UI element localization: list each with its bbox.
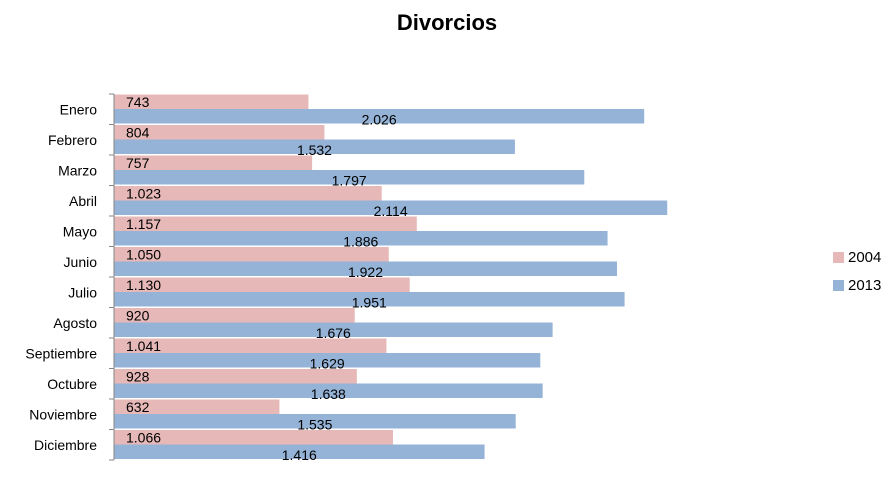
category-label: Mayo	[63, 223, 97, 239]
bar-2013	[114, 200, 668, 215]
category-label: Octubre	[47, 376, 97, 392]
bar-2004	[114, 308, 355, 323]
data-label-2004: 1.157	[126, 216, 161, 232]
data-label-2013: 1.797	[332, 173, 367, 189]
bar-2004	[114, 399, 280, 414]
data-label-2013: 1.416	[282, 447, 317, 463]
bar-2013	[114, 414, 516, 429]
bar-2013	[114, 322, 553, 337]
category-label: Julio	[68, 284, 97, 300]
data-label-2004: 757	[126, 155, 150, 171]
bar-2004	[114, 125, 325, 140]
legend-swatch-2013	[833, 279, 844, 291]
bar-2013	[114, 353, 541, 368]
data-label-2013: 2.026	[362, 112, 397, 128]
category-label: Abril	[69, 193, 97, 209]
data-label-2013: 1.951	[352, 295, 387, 311]
bar-2013	[114, 109, 645, 124]
data-label-2004: 743	[126, 94, 150, 110]
bar-2013	[114, 170, 585, 185]
bar-2004	[114, 430, 393, 445]
bar-2004	[114, 338, 387, 353]
bar-2013	[114, 383, 543, 398]
data-label-2004: 1.130	[126, 277, 161, 293]
data-label-2004: 1.041	[126, 338, 161, 354]
bar-2013	[114, 444, 485, 459]
data-label-2013: 1.676	[316, 325, 351, 341]
bar-2004	[114, 277, 410, 292]
category-label: Enero	[60, 101, 98, 117]
data-label-2004: 632	[126, 399, 150, 415]
data-label-2004: 928	[126, 369, 150, 385]
bar-2004	[114, 247, 389, 262]
data-label-2004: 920	[126, 308, 150, 324]
bar-2004	[114, 94, 309, 109]
legend-swatch-2004	[833, 251, 844, 263]
legend-label-2004: 2004	[848, 248, 882, 266]
bar-2004	[114, 369, 357, 384]
data-label-2004: 1.050	[126, 247, 161, 263]
category-label: Septiembre	[25, 345, 97, 361]
bar-2013	[114, 231, 608, 246]
data-label-2013: 2.114	[374, 203, 408, 219]
data-label-2013: 1.922	[348, 264, 383, 280]
data-label-2004: 804	[126, 125, 150, 141]
data-label-2013: 1.629	[310, 356, 345, 372]
category-label: Agosto	[53, 315, 97, 331]
bar-2004	[114, 186, 382, 201]
data-label-2013: 1.532	[297, 142, 332, 158]
bar-2013	[114, 292, 625, 307]
bar-2013	[114, 261, 617, 276]
legend: 2004 2013	[833, 248, 881, 304]
legend-label-2013: 2013	[848, 276, 882, 294]
category-label: Marzo	[58, 162, 97, 178]
category-label: Junio	[64, 254, 98, 270]
legend-item-2013: 2013	[833, 276, 881, 294]
data-label-2004: 1.066	[126, 430, 161, 446]
category-label: Noviembre	[29, 406, 97, 422]
bar-2004	[114, 216, 417, 231]
data-label-2013: 1.535	[297, 417, 332, 433]
legend-item-2004: 2004	[833, 248, 881, 266]
chart-title: Divorcios	[396, 10, 498, 35]
category-label: Diciembre	[34, 437, 97, 453]
data-label-2013: 1.638	[311, 386, 346, 402]
bar-2004	[114, 155, 313, 170]
category-label: Febrero	[48, 132, 97, 148]
data-label-2013: 1.886	[343, 234, 378, 250]
data-label-2004: 1.023	[126, 186, 161, 202]
bar-2013	[114, 139, 515, 154]
